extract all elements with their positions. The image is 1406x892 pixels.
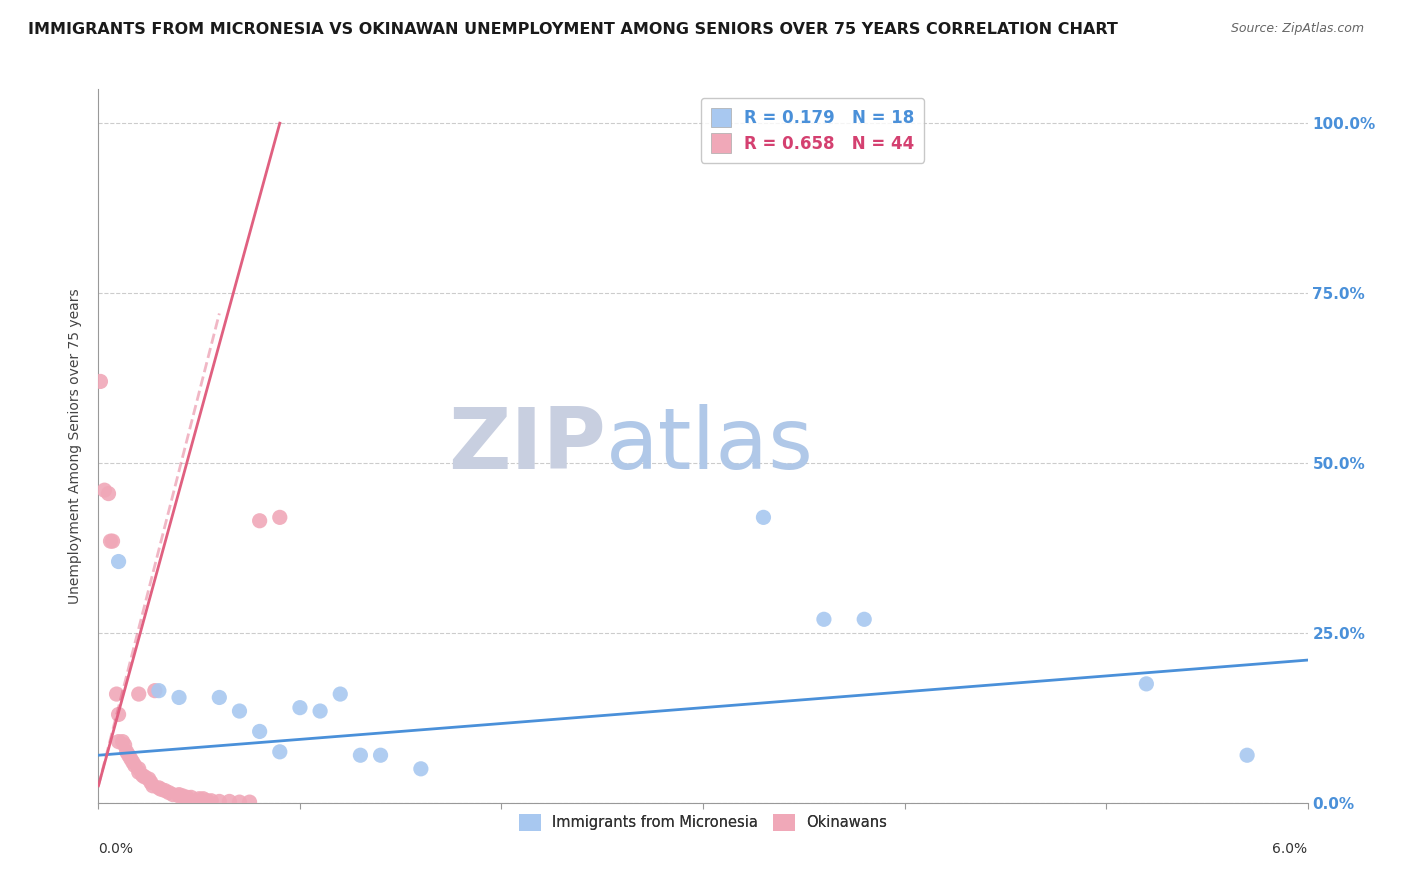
Point xyxy=(176,790,198,805)
Point xyxy=(288,700,311,714)
Point xyxy=(329,687,352,701)
Point xyxy=(167,789,190,803)
Point xyxy=(89,375,111,389)
Point xyxy=(128,762,150,776)
Point xyxy=(813,612,835,626)
Point xyxy=(349,748,371,763)
Point xyxy=(93,483,115,498)
Point xyxy=(114,738,136,752)
Point xyxy=(111,734,134,748)
Text: IMMIGRANTS FROM MICRONESIA VS OKINAWAN UNEMPLOYMENT AMONG SENIORS OVER 75 YEARS : IMMIGRANTS FROM MICRONESIA VS OKINAWAN U… xyxy=(28,22,1118,37)
Point xyxy=(167,690,190,705)
Point xyxy=(153,783,176,797)
Text: Source: ZipAtlas.com: Source: ZipAtlas.com xyxy=(1230,22,1364,36)
Point xyxy=(148,683,170,698)
Point xyxy=(149,782,172,797)
Point xyxy=(1236,748,1258,763)
Point xyxy=(208,690,231,705)
Point xyxy=(172,789,194,803)
Text: atlas: atlas xyxy=(606,404,814,488)
Point xyxy=(157,786,180,800)
Point xyxy=(239,795,262,809)
Point xyxy=(97,486,120,500)
Point xyxy=(162,788,184,802)
Y-axis label: Unemployment Among Seniors over 75 years: Unemployment Among Seniors over 75 years xyxy=(69,288,83,604)
Point xyxy=(228,704,250,718)
Point xyxy=(120,751,142,765)
Point xyxy=(107,707,129,722)
Legend: Immigrants from Micronesia, Okinawans: Immigrants from Micronesia, Okinawans xyxy=(512,807,894,838)
Point xyxy=(132,769,155,783)
Point xyxy=(101,534,124,549)
Point xyxy=(138,772,160,786)
Point xyxy=(200,794,222,808)
Point xyxy=(269,745,291,759)
Point xyxy=(409,762,432,776)
Point xyxy=(249,514,271,528)
Text: 6.0%: 6.0% xyxy=(1272,842,1308,856)
Point xyxy=(124,758,146,772)
Point xyxy=(269,510,291,524)
Point xyxy=(107,734,129,748)
Text: ZIP: ZIP xyxy=(449,404,606,488)
Point xyxy=(105,687,128,701)
Point xyxy=(118,748,141,763)
Point xyxy=(167,788,190,802)
Point xyxy=(249,724,271,739)
Point xyxy=(115,745,138,759)
Point xyxy=(1135,677,1157,691)
Point xyxy=(180,790,202,805)
Point xyxy=(193,791,215,805)
Point xyxy=(188,791,211,805)
Point xyxy=(128,687,150,701)
Point xyxy=(218,794,240,808)
Point xyxy=(309,704,332,718)
Point xyxy=(208,794,231,808)
Point xyxy=(121,755,143,769)
Point xyxy=(128,765,150,780)
Point xyxy=(752,510,775,524)
Point xyxy=(195,794,218,808)
Point xyxy=(143,683,166,698)
Point xyxy=(107,555,129,569)
Point xyxy=(134,770,156,784)
Point xyxy=(100,534,122,549)
Text: 0.0%: 0.0% xyxy=(98,842,134,856)
Point xyxy=(853,612,876,626)
Point xyxy=(370,748,392,763)
Point xyxy=(142,779,165,793)
Point xyxy=(139,775,162,789)
Point xyxy=(228,795,250,809)
Point xyxy=(148,780,170,795)
